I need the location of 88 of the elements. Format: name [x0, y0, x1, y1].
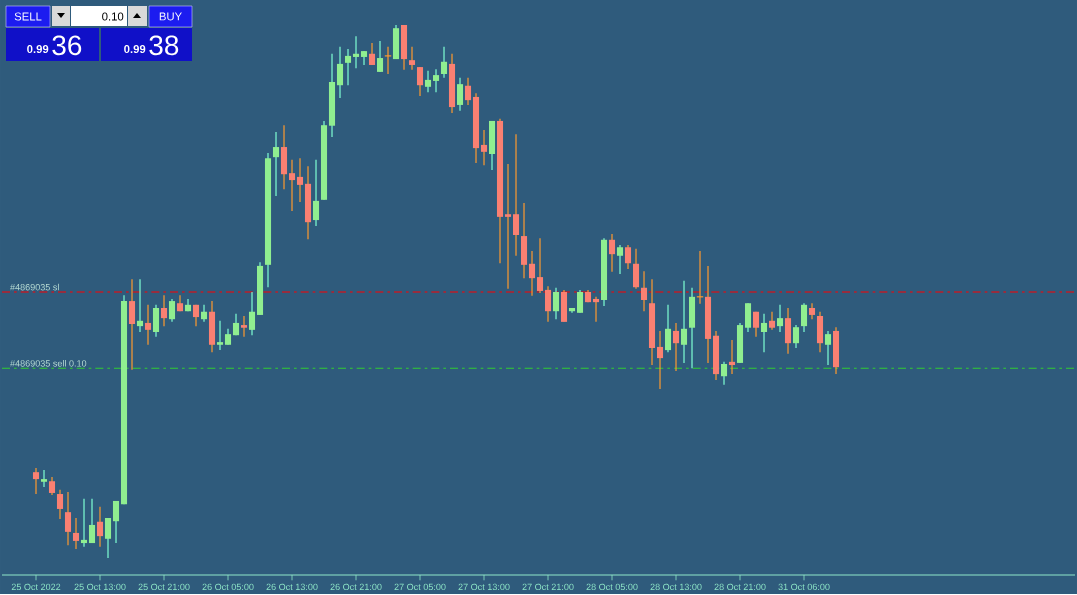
candlestick: [128, 278, 136, 371]
candlestick: [432, 68, 440, 93]
candlestick: [720, 361, 728, 386]
candlestick: [72, 517, 80, 550]
candlestick: [200, 304, 208, 323]
x-tick-label: 27 Oct 13:00: [458, 583, 510, 591]
annotation: 36: [52, 35, 82, 56]
candlestick: [680, 280, 688, 364]
candlestick: [672, 322, 680, 372]
x-tick-label: 27 Oct 21:00: [522, 583, 574, 591]
candlestick: [792, 324, 800, 349]
candlestick: [288, 159, 296, 212]
candlestick: [112, 500, 120, 544]
x-tick-label: 27 Oct 05:00: [394, 583, 446, 591]
candlestick: [136, 278, 144, 333]
candlestick: [352, 35, 360, 69]
candlestick: [272, 131, 280, 197]
x-tick-label: 25 Oct 13:00: [74, 583, 126, 591]
candlestick: [336, 46, 344, 99]
candlestick: [104, 517, 112, 559]
text: SELL: [14, 12, 42, 21]
candlestick: [760, 313, 768, 354]
candlestick: [664, 304, 672, 354]
candlestick: [544, 285, 552, 323]
candlestick: [528, 250, 536, 297]
candlestick: [344, 48, 352, 87]
candlestick: [192, 304, 200, 327]
candlestick: [424, 70, 432, 93]
candlestick: [456, 77, 464, 112]
candlestick: [96, 506, 104, 548]
candlestick: [768, 311, 776, 331]
x-tick-label: 28 Oct 21:00: [714, 583, 766, 591]
text: BUY: [159, 12, 182, 21]
candlestick: [824, 330, 832, 366]
x-tick-label: 26 Oct 21:00: [330, 583, 382, 591]
candlestick: [504, 163, 512, 290]
x-tick-label: 25 Oct 2022: [11, 583, 61, 591]
candlestick: [592, 296, 600, 323]
candlestick: [776, 304, 784, 333]
candlestick: [616, 244, 624, 275]
ref-line-label: #4869035 sell 0.10: [10, 360, 87, 367]
annotation: 38: [149, 35, 179, 56]
candlestick: [32, 467, 40, 495]
x-tick-label: 25 Oct 21:00: [138, 583, 190, 591]
candlestick: [376, 40, 384, 73]
x-tick-label: 26 Oct 05:00: [202, 583, 254, 591]
x-tick-label: 26 Oct 13:00: [266, 583, 318, 591]
x-tick-label: 28 Oct 05:00: [586, 583, 638, 591]
candlestick: [296, 157, 304, 203]
candlestick: [248, 291, 256, 337]
candlestick: [632, 248, 640, 290]
candlestick: [240, 315, 248, 338]
candlestick: [440, 46, 448, 79]
candlestick: [80, 498, 88, 548]
candlestick: [160, 294, 168, 327]
text: 0.10: [102, 12, 124, 21]
candlestick: [64, 491, 72, 547]
x-tick-label: 28 Oct 13:00: [650, 583, 702, 591]
candlestick: [88, 498, 96, 544]
candlestick: [360, 50, 368, 66]
candlestick: [728, 339, 736, 375]
candlestick: [536, 237, 544, 294]
candlestick: [808, 302, 816, 321]
candlestick: [416, 66, 424, 97]
candlestick: [656, 330, 664, 390]
candlestick: [144, 304, 152, 346]
candlestick: [552, 287, 560, 321]
candlestick: [624, 244, 632, 270]
ref-line-label: #4869035 sl: [10, 283, 59, 291]
annotation: 0.99: [124, 45, 146, 54]
candlestick: [800, 302, 808, 333]
candlestick: [640, 270, 648, 313]
candlestick: [56, 489, 64, 520]
candlestick: [464, 77, 472, 106]
candlestick: [408, 46, 416, 71]
candlestick: [216, 320, 224, 351]
candlestick: [752, 311, 760, 338]
candlestick: [480, 129, 488, 166]
annotation: 0.99: [27, 45, 49, 54]
candlestick: [608, 233, 616, 273]
candlestick: [40, 469, 48, 488]
candlestick: [152, 304, 160, 338]
candlestick: [48, 476, 56, 496]
candlestick: [512, 133, 520, 257]
x-tick-label: 31 Oct 06:00: [778, 583, 830, 591]
candlestick: [384, 46, 392, 75]
candlestick: [168, 298, 176, 323]
candlestick: [312, 159, 320, 227]
